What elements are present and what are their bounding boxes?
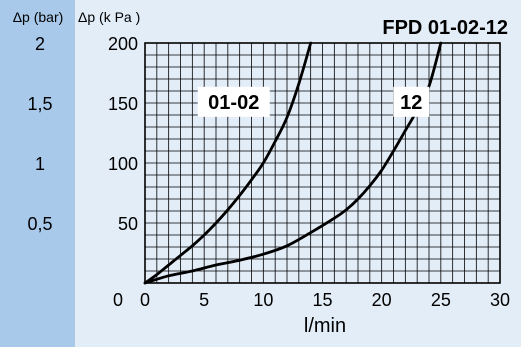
- x-tick-label: 15: [312, 290, 332, 310]
- curves: [143, 41, 443, 285]
- x-axis-label: l/min: [304, 315, 346, 337]
- x-tick-label: 20: [372, 290, 392, 310]
- series-label: 12: [400, 92, 422, 114]
- chart-title: FPD 01-02-12: [382, 17, 508, 39]
- x-tick-label: 5: [199, 290, 209, 310]
- series-line-12: [143, 41, 443, 285]
- y-tick-label-bar: 1: [35, 154, 45, 174]
- y-tick-label-zero: 0: [113, 290, 123, 310]
- grid: [144, 42, 501, 284]
- x-tick-label: 0: [140, 290, 150, 310]
- series-label-box: [393, 86, 430, 117]
- plot-background: [75, 0, 521, 347]
- y-tick-label-bar: 2: [35, 34, 45, 54]
- y-tick-label-bar: 0,5: [27, 214, 52, 234]
- y-tick-label-kpa: 150: [108, 94, 138, 114]
- axis-label-kpa: Δp (k Pa ): [78, 9, 140, 25]
- plot-frame: [144, 42, 501, 284]
- y-tick-label-bar: 1,5: [27, 94, 52, 114]
- series-label: 01-02: [208, 92, 259, 114]
- series-line-01-02: [143, 41, 313, 285]
- x-tick-label: 10: [253, 290, 273, 310]
- bar-scale-band: [0, 0, 75, 347]
- series-label-box: [197, 86, 270, 117]
- y-tick-label-kpa: 100: [108, 154, 138, 174]
- axis-label-bar: Δp (bar): [13, 9, 64, 25]
- x-tick-label: 25: [431, 290, 451, 310]
- y-tick-label-kpa: 200: [108, 34, 138, 54]
- series-labels: 01-02 12: [197, 86, 430, 117]
- tick-labels: 0 5 10 15 20 25 30 50 100 150 200 0 0,5 1 1,5 2: [27, 34, 510, 310]
- x-tick-label: 30: [490, 290, 510, 310]
- y-tick-label-kpa: 50: [118, 214, 138, 234]
